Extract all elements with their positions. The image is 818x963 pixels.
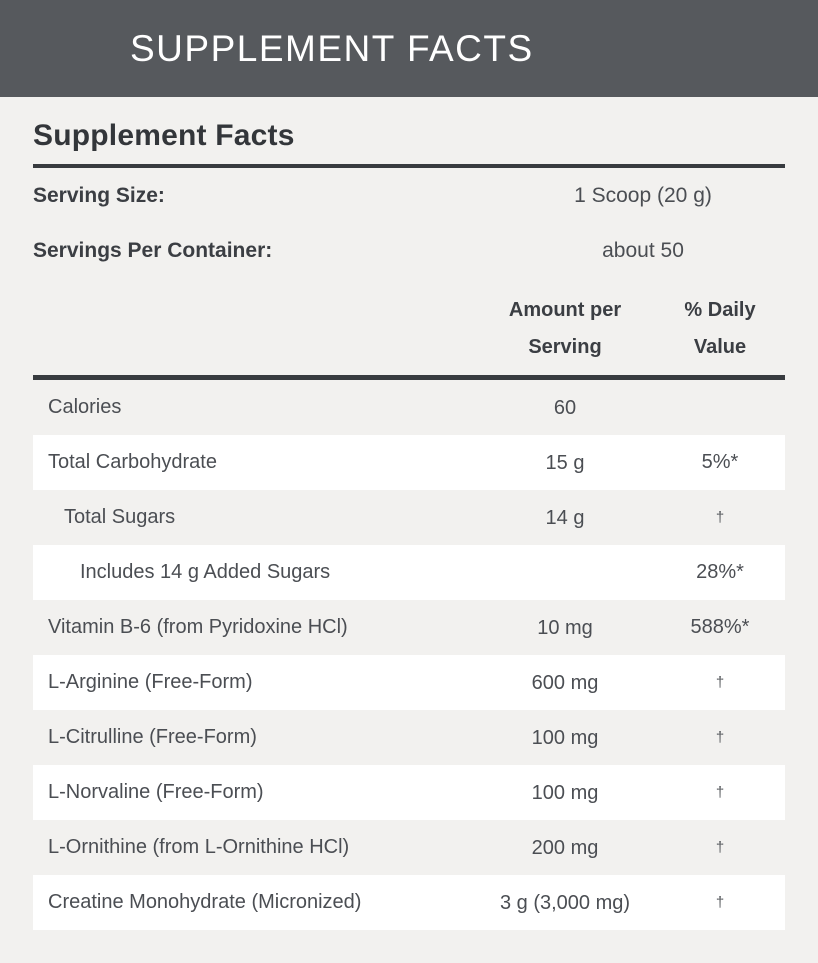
nutrient-name: L-Ornithine (from L-Ornithine HCl)	[48, 836, 350, 858]
nutrient-daily-value-dagger: †	[715, 729, 725, 746]
serving-size-value: 1 Scoop (20 g)	[574, 183, 712, 207]
table-row: L-Citrulline (Free-Form) 100 mg †	[33, 710, 785, 765]
table-row: Creatine Monohydrate (Micronized) 3 g (3,…	[33, 875, 785, 930]
nutrient-name: L-Arginine (Free-Form)	[48, 671, 253, 693]
nutrient-name: Total Carbohydrate	[48, 451, 217, 473]
facts-table: Calories 60 Total Carbohydrate 15 g 5%* Total…	[33, 380, 785, 930]
nutrient-amount: 10 mg	[537, 616, 593, 639]
nutrient-daily-value-dagger: †	[715, 509, 725, 526]
table-row: L-Norvaline (Free-Form) 100 mg †	[33, 765, 785, 820]
banner-title: SUPPLEMENT FACTS	[130, 27, 534, 69]
servings-per-container-value: about 50	[602, 238, 684, 262]
column-header-daily-value: % Daily Value	[684, 299, 756, 358]
nutrient-amount: 600 mg	[531, 671, 599, 694]
nutrient-daily-value: 588%*	[690, 616, 750, 638]
table-row: Calories 60	[33, 380, 785, 435]
table-row: Total Carbohydrate 15 g 5%*	[33, 435, 785, 490]
nutrient-daily-value: 5%*	[701, 451, 739, 473]
column-header-spacer	[33, 292, 475, 366]
nutrient-daily-value-dagger: †	[715, 784, 725, 801]
table-column-headers: Amount per Serving % Daily Value	[33, 292, 785, 366]
servings-per-container-row: Servings Per Container: about 50	[33, 223, 785, 278]
nutrient-name: Creatine Monohydrate (Micronized)	[48, 891, 362, 913]
nutrient-name: L-Citrulline (Free-Form)	[48, 726, 257, 748]
nutrient-daily-value-dagger: †	[715, 674, 725, 691]
nutrient-name: L-Norvaline (Free-Form)	[48, 781, 264, 803]
nutrient-name: Calories	[48, 396, 122, 418]
nutrient-name: Total Sugars	[64, 506, 176, 528]
supplement-facts-banner: SUPPLEMENT FACTS	[0, 0, 818, 97]
table-row: L-Ornithine (from L-Ornithine HCl) 200 mg…	[33, 820, 785, 875]
serving-size-label: Serving Size:	[33, 183, 165, 207]
column-header-amount: Amount per Serving	[508, 299, 622, 358]
serving-size-row: Serving Size: 1 Scoop (20 g)	[33, 168, 785, 223]
table-top-divider	[33, 375, 785, 380]
table-row: Vitamin B-6 (from Pyridoxine HCl) 10 mg 58…	[33, 600, 785, 655]
title-divider	[33, 164, 785, 168]
nutrient-daily-value: 28%*	[696, 561, 744, 583]
nutrient-name: Vitamin B-6 (from Pyridoxine HCl)	[48, 616, 348, 638]
nutrient-amount: 3 g (3,000 mg)	[499, 891, 631, 914]
supplement-facts-panel: Supplement Facts Serving Size: 1 Scoop (…	[0, 119, 818, 930]
table-row: L-Arginine (Free-Form) 600 mg †	[33, 655, 785, 710]
nutrient-amount: 100 mg	[531, 781, 599, 804]
nutrient-amount: 15 g	[545, 451, 585, 474]
nutrient-amount: 60	[553, 396, 577, 419]
table-row: Total Sugars 14 g †	[33, 490, 785, 545]
nutrient-name: Includes 14 g Added Sugars	[80, 561, 331, 583]
nutrient-daily-value-dagger: †	[715, 894, 725, 911]
nutrient-amount: 100 mg	[531, 726, 599, 749]
table-row: Includes 14 g Added Sugars 28%*	[33, 545, 785, 600]
nutrient-daily-value-dagger: †	[715, 839, 725, 856]
panel-title: Supplement Facts	[33, 119, 295, 152]
nutrient-amount: 14 g	[545, 506, 585, 529]
nutrient-amount	[475, 554, 655, 592]
servings-per-container-label: Servings Per Container:	[33, 238, 273, 262]
nutrient-amount: 200 mg	[531, 836, 599, 859]
